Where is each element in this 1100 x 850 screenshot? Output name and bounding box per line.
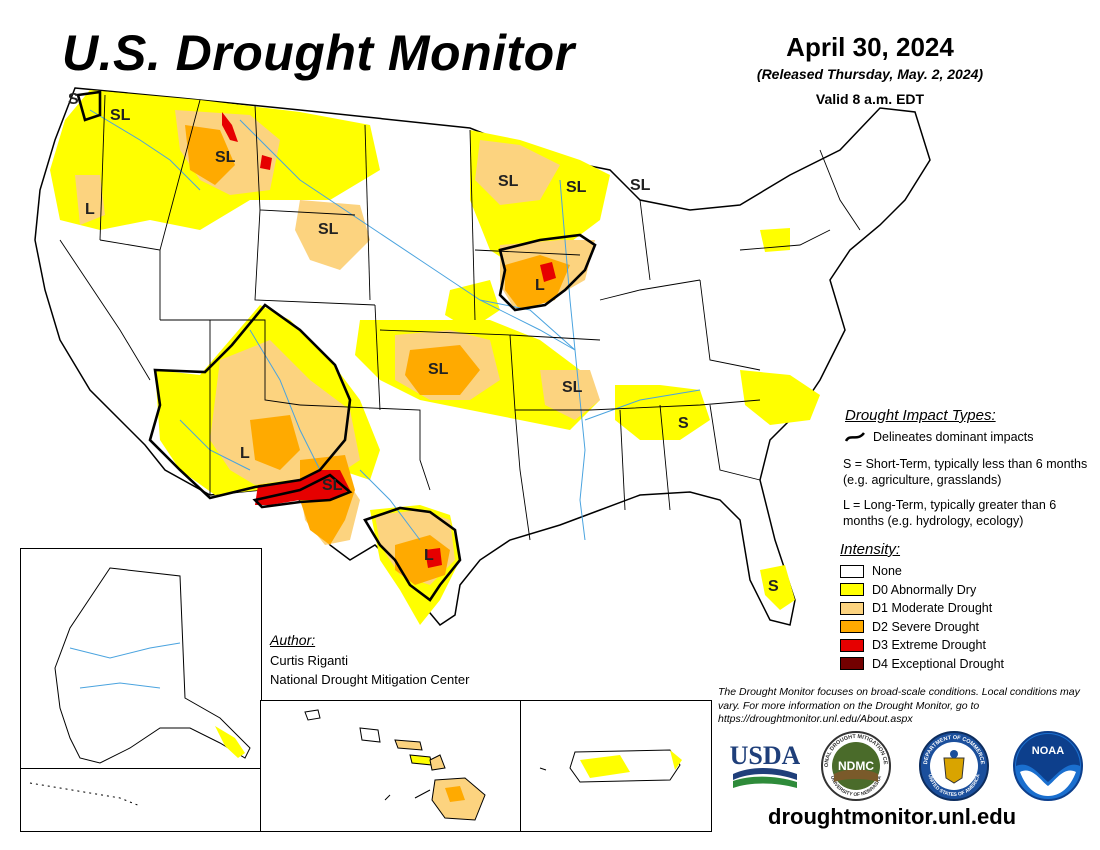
- legend-label: D4 Exceptional Drought: [872, 656, 1005, 671]
- impact-label: L: [240, 445, 250, 462]
- impact-label: S: [768, 578, 779, 595]
- author-organization: National Drought Mitigation Center: [270, 672, 470, 687]
- website-url[interactable]: droughtmonitor.unl.edu: [768, 804, 1017, 829]
- legend-swatch: [840, 601, 864, 615]
- impact-label: SL: [562, 379, 583, 396]
- rivers: [89, 109, 701, 541]
- legend-item-d0: D0 Abnormally Dry: [840, 581, 1004, 600]
- hawaii-map: [304, 709, 486, 821]
- map-date: April 30, 2024: [786, 32, 954, 62]
- legend-label: D3 Extreme Drought: [872, 638, 986, 653]
- legend-item-none: None: [840, 562, 1004, 581]
- noaa-logo-text: NOAA: [1032, 745, 1064, 757]
- delineates-text: Delineates dominant impacts: [873, 430, 1034, 444]
- ndmc-logo-text: NDMC: [838, 759, 874, 773]
- intensity-legend: None D0 Abnormally Dry D1 Moderate Droug…: [840, 562, 1004, 673]
- puerto-rico-map: [539, 749, 682, 783]
- impact-label: L: [424, 547, 434, 564]
- impact-label: L: [85, 201, 95, 218]
- ndmc-logo: NATIONAL DROUGHT MITIGATION CENTER UNIVE…: [820, 730, 891, 801]
- legend-item-d1: D1 Moderate Drought: [840, 599, 1004, 618]
- impact-boundaries: [76, 90, 597, 602]
- legend-swatch: [840, 564, 864, 578]
- author-label: Author:: [270, 632, 316, 648]
- legend-label: D0 Abnormally Dry: [872, 582, 977, 597]
- impact-label: S: [68, 91, 79, 108]
- long-term-definition: L = Long-Term, typically greater than 6 …: [843, 498, 1057, 528]
- release-date: (Released Thursday, May. 2, 2024): [756, 66, 984, 82]
- legend-label: None: [872, 564, 902, 579]
- impact-label: S: [678, 415, 689, 432]
- valid-time: Valid 8 a.m. EDT: [815, 91, 925, 107]
- legend-swatch: [840, 620, 864, 634]
- alaska-map: [29, 567, 251, 807]
- impact-label: SL: [322, 477, 343, 494]
- legend-item-d4: D4 Exceptional Drought: [840, 655, 1004, 674]
- short-term-definition: S = Short-Term, typically less than 6 mo…: [843, 457, 1088, 487]
- legend-swatch: [840, 638, 864, 652]
- d1-areas: [75, 110, 600, 585]
- impact-label: SL: [566, 179, 587, 196]
- impact-types-heading: Drought Impact Types:: [845, 407, 996, 424]
- legend-label: D2 Severe Drought: [872, 619, 980, 634]
- boundary-line-icon: [845, 432, 865, 442]
- impact-label: SL: [498, 173, 519, 190]
- delineates-legend: Delineates dominant impacts: [845, 430, 1034, 444]
- impact-label: L: [535, 277, 545, 294]
- legend-label: D1 Moderate Drought: [872, 601, 993, 616]
- disclaimer-text: The Drought Monitor focuses on broad-sca…: [718, 686, 1080, 725]
- noaa-logo: NOAA: [1013, 731, 1083, 801]
- usda-logo-text: USDA: [730, 741, 800, 770]
- legend-item-d3: D3 Extreme Drought: [840, 636, 1004, 655]
- impact-label: SL: [215, 149, 236, 166]
- impact-label: SL: [630, 177, 651, 194]
- legend-swatch: [840, 583, 864, 597]
- author-name: Curtis Riganti: [270, 653, 349, 668]
- map-title: U.S. Drought Monitor: [62, 25, 575, 81]
- legend-item-d2: D2 Severe Drought: [840, 618, 1004, 637]
- intensity-heading: Intensity:: [840, 541, 901, 558]
- usda-logo: USDA: [730, 741, 800, 788]
- impact-label: SL: [318, 221, 339, 238]
- state-borders: [59, 94, 861, 541]
- commerce-logo: DEPARTMENT OF COMMERCE UNITED STATES OF …: [919, 731, 989, 801]
- legend-swatch: [840, 657, 864, 671]
- alaska-aleutians-inset: [20, 768, 262, 832]
- impact-label: SL: [110, 107, 131, 124]
- impact-label: SL: [428, 361, 449, 378]
